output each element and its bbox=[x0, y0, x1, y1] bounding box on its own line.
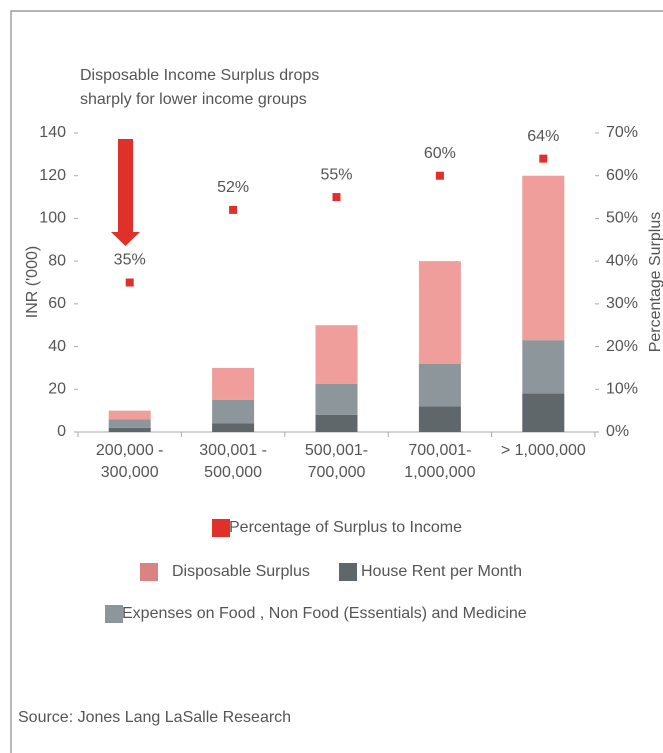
y2-tick-label: 10% bbox=[606, 381, 638, 398]
x-tick-label: 700,001-1,000,000 bbox=[404, 442, 475, 481]
bar-segment bbox=[522, 175, 565, 341]
y2-tick-label: 0% bbox=[606, 423, 629, 440]
y-tick-label: 80 bbox=[48, 252, 66, 269]
data-label: 64% bbox=[527, 128, 559, 145]
bar-segment bbox=[418, 363, 461, 407]
y-axis-label: INR ('000) bbox=[24, 246, 41, 318]
arrow bbox=[111, 139, 140, 246]
bar-segment bbox=[212, 367, 255, 400]
y-tick-label: 20 bbox=[48, 381, 66, 398]
point bbox=[332, 193, 341, 202]
chart-title: Disposable Income Surplus drops bbox=[80, 67, 319, 84]
bar-segment bbox=[108, 427, 151, 432]
bar-segment bbox=[315, 383, 358, 415]
bar-segment bbox=[108, 419, 151, 428]
data-label: 60% bbox=[424, 145, 456, 162]
point bbox=[125, 278, 134, 287]
x-tick-label: 500,001-700,000 bbox=[305, 442, 368, 481]
x-tick-label: > 1,000,000 bbox=[501, 442, 586, 459]
y-tick-label: 140 bbox=[39, 124, 66, 141]
bar-segment bbox=[522, 340, 565, 394]
bar-segment bbox=[212, 399, 255, 424]
bar-segment bbox=[522, 393, 565, 432]
y2-tick-label: 70% bbox=[606, 124, 638, 141]
y2-tick-label: 50% bbox=[606, 210, 638, 227]
point bbox=[435, 171, 444, 180]
chart-title: sharply for lower income groups bbox=[80, 91, 307, 108]
bar-segment bbox=[418, 406, 461, 432]
y2-tick-label: 30% bbox=[606, 295, 638, 312]
x-tick-label: 300,001 -500,000 bbox=[199, 442, 267, 481]
legend-swatch bbox=[212, 519, 230, 537]
y-tick-label: 0 bbox=[57, 423, 66, 440]
point bbox=[539, 154, 548, 163]
data-label: 35% bbox=[114, 252, 146, 269]
legend-swatch bbox=[140, 563, 158, 581]
legend-label: Percentage of Surplus to Income bbox=[229, 519, 462, 536]
y2-tick-label: 40% bbox=[606, 252, 638, 269]
y2-tick-label: 20% bbox=[606, 338, 638, 355]
y-tick-label: 60 bbox=[48, 295, 66, 312]
data-label: 55% bbox=[320, 166, 352, 183]
bar-segment bbox=[315, 414, 358, 432]
data-label: 52% bbox=[217, 179, 249, 196]
y2-axis-label: Percentage Surplus bbox=[647, 212, 663, 353]
bar-segment bbox=[108, 410, 151, 420]
y-tick-label: 40 bbox=[48, 338, 66, 355]
source: Source: Jones Lang LaSalle Research bbox=[18, 709, 291, 726]
y2-tick-label: 60% bbox=[606, 167, 638, 184]
point bbox=[229, 205, 238, 214]
legend-swatch bbox=[105, 605, 123, 623]
frame bbox=[10, 10, 663, 753]
bar-segment bbox=[315, 325, 358, 384]
legend-label: Expenses on Food , Non Food (Essentials)… bbox=[122, 605, 527, 622]
bar-segment bbox=[418, 261, 461, 364]
y-tick-label: 120 bbox=[39, 167, 66, 184]
legend-swatch bbox=[339, 563, 357, 581]
legend-label: House Rent per Month bbox=[361, 563, 522, 580]
legend-label: Disposable Surplus bbox=[172, 563, 310, 580]
bar-segment bbox=[212, 423, 255, 432]
x-tick-label: 200,000 -300,000 bbox=[96, 442, 164, 481]
y-tick-label: 100 bbox=[39, 210, 66, 227]
